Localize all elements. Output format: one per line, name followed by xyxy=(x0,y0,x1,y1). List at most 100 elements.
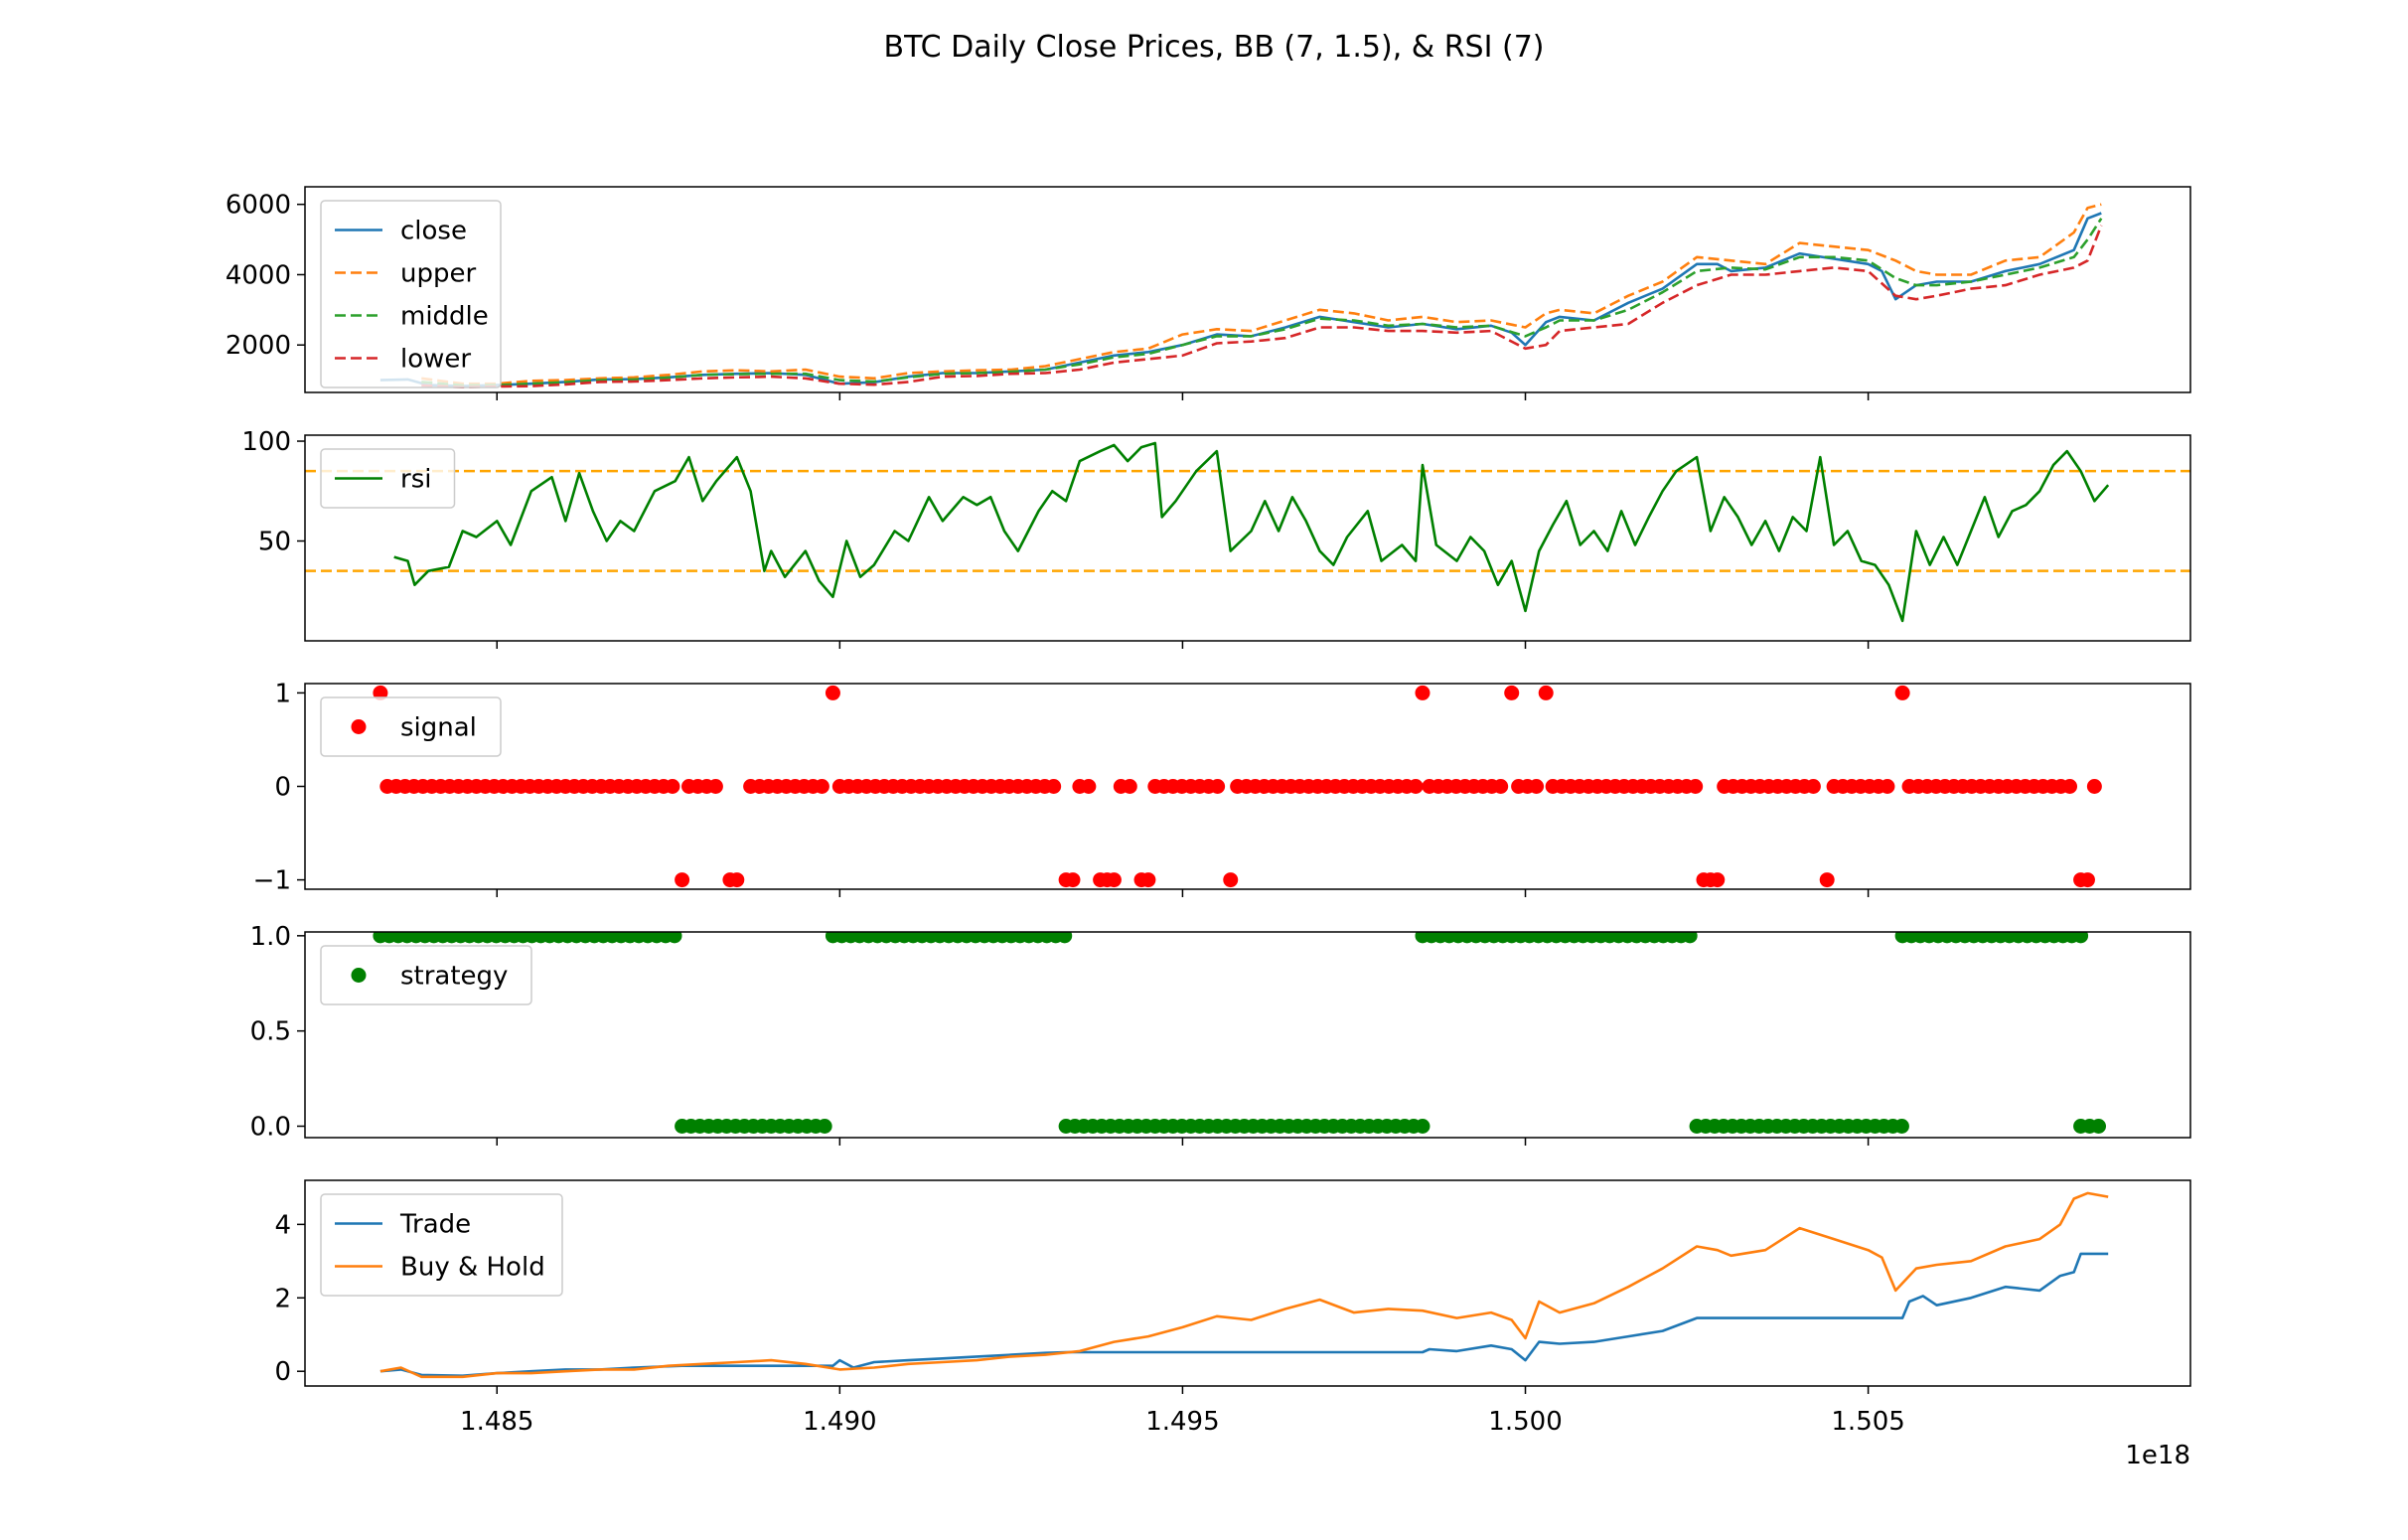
data-point xyxy=(2073,932,2089,944)
legend-box xyxy=(320,200,502,388)
legend-label: middle xyxy=(400,302,489,332)
legend: strategy xyxy=(320,945,532,1005)
series-line-upper xyxy=(421,203,2102,385)
data-point xyxy=(1081,779,1097,794)
data-point xyxy=(1210,779,1226,794)
data-point xyxy=(825,685,840,700)
x-tick-label: 1.505 xyxy=(1831,1407,1904,1437)
data-point xyxy=(667,932,682,944)
x-tick-label: 1.485 xyxy=(460,1407,533,1437)
panel-signal: −1 0 1 signal xyxy=(253,679,2191,897)
y-tick-label: 1.0 xyxy=(250,922,291,952)
data-point xyxy=(1065,872,1081,888)
legend-label: close xyxy=(400,217,467,246)
legend-label: lower xyxy=(400,345,471,375)
x-axis-ticks: 1.485 1.490 1.495 1.500 1.505 xyxy=(460,1407,1905,1437)
series-line-rsi xyxy=(393,441,2110,623)
data-point xyxy=(1819,872,1835,888)
plot-area xyxy=(373,685,2102,888)
data-point xyxy=(1893,1119,1909,1134)
data-point xyxy=(814,779,829,794)
data-point xyxy=(1529,779,1545,794)
data-point xyxy=(1894,685,1910,700)
y-tick-label: 1 xyxy=(274,679,291,708)
y-tick-label: 4000 xyxy=(226,260,291,290)
legend-label: rsi xyxy=(400,465,431,495)
y-tick-label: 2000 xyxy=(226,331,291,361)
chart-title: BTC Daily Close Prices, BB (7, 1.5), & R… xyxy=(884,30,1545,65)
data-point xyxy=(729,872,745,888)
legend-box xyxy=(320,945,532,1005)
data-point xyxy=(1415,685,1430,700)
legend: Trade Buy & Hold xyxy=(320,1193,563,1297)
plot-area xyxy=(373,932,2107,1134)
y-tick-label: 2 xyxy=(274,1284,291,1313)
series-line-middle xyxy=(421,218,2103,387)
data-point xyxy=(665,779,680,794)
panel-frame xyxy=(304,683,2191,890)
legend-label: Trade xyxy=(399,1210,471,1240)
data-point xyxy=(1493,779,1509,794)
data-point xyxy=(1710,872,1726,888)
y-tick-label: 4 xyxy=(274,1210,291,1240)
legend-box xyxy=(320,448,456,509)
panel-rsi: 50 100 rsi xyxy=(241,427,2191,649)
data-point xyxy=(1538,685,1554,700)
y-tick-label: 100 xyxy=(241,427,291,457)
data-point xyxy=(373,685,388,700)
data-point xyxy=(1504,685,1520,700)
data-point xyxy=(1140,872,1156,888)
y-tick-label: 0.5 xyxy=(250,1017,291,1047)
panel-strategy: 0.0 0.5 1.0 strategy xyxy=(250,922,2191,1146)
panel-returns: 0 2 4 Trade Buy & Hold xyxy=(274,1179,2191,1394)
x-tick-label: 1.500 xyxy=(1488,1407,1562,1437)
legend: rsi xyxy=(320,448,456,509)
data-point xyxy=(1408,779,1424,794)
x-offset-label: 1e18 xyxy=(2125,1441,2190,1470)
plot-area xyxy=(305,441,2190,623)
data-point xyxy=(1415,1119,1430,1134)
data-point xyxy=(675,872,690,888)
data-point xyxy=(2086,779,2102,794)
legend: close upper middle lower xyxy=(320,200,502,388)
y-tick-label: 0 xyxy=(274,1357,291,1387)
legend-box xyxy=(320,1193,563,1297)
series-line-buy-hold xyxy=(379,1191,2109,1379)
data-point xyxy=(707,779,723,794)
legend-label: upper xyxy=(400,259,476,289)
data-point xyxy=(1122,779,1137,794)
data-point xyxy=(1880,779,1895,794)
y-tick-label: 0 xyxy=(274,773,291,803)
plot-area xyxy=(379,1191,2109,1379)
panel-frame xyxy=(304,186,2191,393)
data-point xyxy=(817,1119,832,1134)
y-tick-label: 0.0 xyxy=(250,1113,291,1143)
plot-area xyxy=(379,203,2103,388)
legend-label: signal xyxy=(400,713,477,743)
series-line-lower xyxy=(421,225,2103,388)
x-tick-label: 1.495 xyxy=(1145,1407,1219,1437)
data-point xyxy=(2062,779,2078,794)
legend: signal xyxy=(320,696,502,757)
data-point xyxy=(1805,779,1821,794)
legend-marker xyxy=(351,968,367,983)
data-point xyxy=(1223,872,1239,888)
x-tick-label: 1.490 xyxy=(803,1407,876,1437)
panel-frame xyxy=(304,931,2191,1139)
y-tick-label: −1 xyxy=(253,866,291,896)
data-point xyxy=(2079,872,2095,888)
data-point xyxy=(1046,779,1062,794)
legend-label: Buy & Hold xyxy=(400,1253,545,1283)
y-tick-label: 50 xyxy=(258,528,291,557)
data-point xyxy=(2091,1119,2107,1134)
data-point xyxy=(1057,932,1073,944)
panel-frame xyxy=(304,434,2191,642)
panel-frame xyxy=(304,1179,2191,1387)
data-point xyxy=(1688,779,1704,794)
data-point xyxy=(1106,872,1122,888)
y-tick-label: 6000 xyxy=(226,191,291,221)
data-point xyxy=(1682,932,1698,944)
panel-price: 2000 4000 6000 close upper middle lower xyxy=(226,186,2191,400)
legend-box xyxy=(320,696,502,757)
